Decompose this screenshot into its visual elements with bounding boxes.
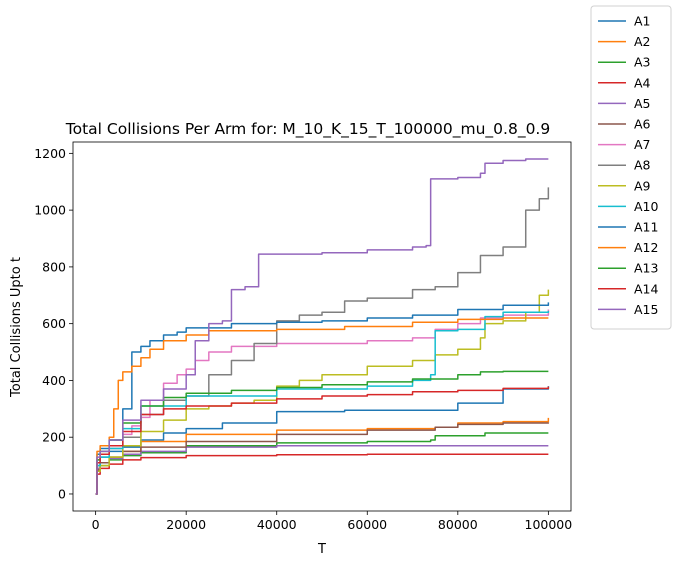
- y-tick-label: 0: [58, 486, 66, 501]
- legend-label-a2: A2: [634, 34, 651, 49]
- y-axis-label: Total Collisions Upto t: [9, 257, 24, 398]
- plot-frame: [72, 141, 572, 512]
- legend-label-a12: A12: [634, 240, 658, 255]
- legend-label-a13: A13: [634, 261, 658, 276]
- legend: A1 A2 A3 A4 A5 A6 A7 A8 A9 A10 A11 A12 A13 A14 A15: [590, 5, 672, 330]
- legend-label-a7: A7: [634, 137, 651, 152]
- legend-box: [590, 5, 672, 330]
- legend-label-a15: A15: [634, 302, 658, 317]
- legend-label-a10: A10: [634, 199, 659, 214]
- x-tick-label: 40000: [257, 517, 297, 532]
- y-tick-label: 400: [42, 373, 66, 388]
- legend-label-a1: A1: [634, 14, 651, 29]
- series-line-a12: [95, 317, 549, 495]
- y-tick-label: 1200: [34, 146, 66, 161]
- x-tick-label: 20000: [166, 517, 206, 532]
- legend-label-a6: A6: [634, 117, 651, 132]
- legend-label-a8: A8: [634, 158, 651, 173]
- x-tick-label: 100000: [525, 517, 573, 532]
- y-tick-label: 1000: [34, 203, 66, 218]
- legend-label-a4: A4: [634, 75, 651, 90]
- series-line-a14: [95, 386, 550, 495]
- x-axis-label: T: [317, 542, 326, 557]
- legend-label-a11: A11: [634, 220, 658, 235]
- plot-area: 0 20000 40000 60000 80000 100000 0 200 400 600 800…: [34, 141, 573, 532]
- series-line-a4: [95, 453, 549, 495]
- legend-label-a9: A9: [634, 178, 651, 193]
- x-tick-label: 0: [92, 517, 100, 532]
- legend-label-a5: A5: [634, 96, 651, 111]
- legend-label-a3: A3: [634, 55, 651, 70]
- series-line-a10: [95, 310, 550, 495]
- series-line-a15: [95, 158, 549, 495]
- y-tick-label: 600: [42, 316, 66, 331]
- legend-label-a14: A14: [634, 281, 659, 296]
- x-tick-label: 60000: [347, 517, 387, 532]
- y-tick-label: 200: [42, 430, 66, 445]
- series-line-a9: [95, 289, 550, 495]
- chart-title: Total Collisions Per Arm for: M_10_K_15_…: [65, 120, 550, 139]
- x-tick-label: 80000: [438, 517, 478, 532]
- y-tick-label: 800: [42, 259, 66, 274]
